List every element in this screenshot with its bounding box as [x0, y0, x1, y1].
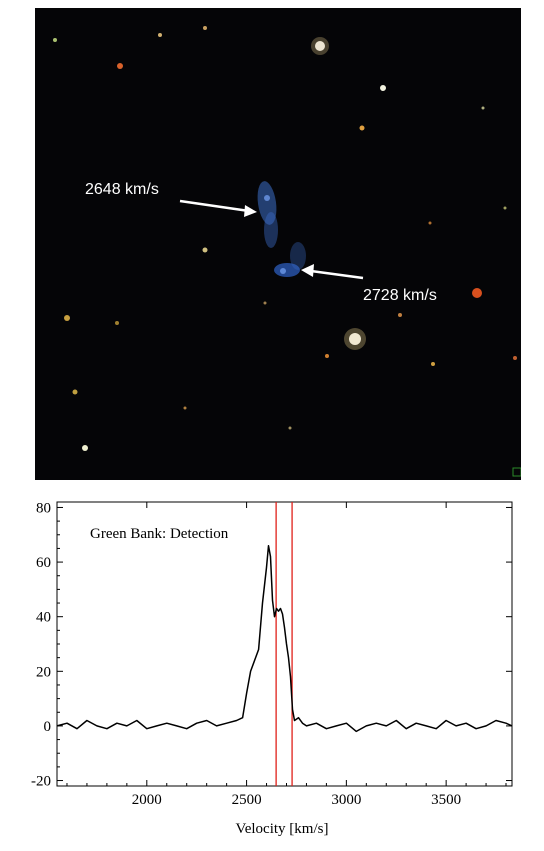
star: [431, 362, 435, 366]
annotation-upper: 2648 km/s: [85, 181, 257, 217]
bright-star: [349, 333, 361, 345]
x-tick-label: 3000: [331, 792, 361, 808]
star: [263, 301, 267, 305]
axis-ticks: 2000 2500 3000 3500 -20 0 20 40 60 80: [31, 500, 512, 808]
arrow-shaft-upper: [179, 199, 250, 213]
sky-background: [35, 8, 521, 480]
plot-frame: [56, 501, 513, 787]
star: [288, 426, 292, 430]
y-tick-label: -20: [31, 774, 51, 790]
arrow-shaft-lower: [310, 269, 364, 280]
star: [359, 125, 365, 131]
star: [503, 206, 507, 210]
star-field: [53, 26, 521, 477]
spectrum-plot-panel: 2000 2500 3000 3500 -20 0 20 40 60 80 Green Bank:…: [0, 490, 544, 846]
blue-galaxy: [257, 181, 306, 277]
galaxy-northern-lobe: [257, 181, 277, 225]
star: [115, 321, 119, 325]
star-glow: [344, 328, 366, 350]
annotation-lower: 2728 km/s: [301, 264, 437, 304]
galaxy-knot: [264, 195, 270, 201]
annotation-label-lower: 2728 km/s: [363, 287, 437, 304]
x-tick-label: 3500: [431, 792, 461, 808]
galaxy-body: [264, 212, 278, 248]
bright-star: [315, 41, 325, 51]
x-tick-label: 2000: [132, 792, 162, 808]
spectrum-series: [56, 544, 513, 733]
plot-border: [56, 501, 513, 787]
velocity-markers: [275, 502, 293, 786]
galaxy-image-panel: 2648 km/s 2728 km/s: [35, 8, 521, 480]
spectrum-line: [56, 544, 513, 733]
star: [398, 313, 402, 317]
star: [82, 445, 88, 451]
y-tick-label: 40: [36, 610, 51, 626]
y-tick-label: 0: [44, 719, 52, 735]
galaxy-image: 2648 km/s 2728 km/s: [35, 8, 521, 480]
star: [64, 315, 70, 321]
star: [72, 389, 78, 395]
arrow-head-upper: [244, 205, 257, 217]
star: [472, 288, 482, 298]
star: [513, 356, 517, 360]
galaxy-knot: [280, 268, 286, 274]
y-tick-label: 80: [36, 500, 51, 516]
star: [202, 247, 208, 253]
spectrum-chart: 2000 2500 3000 3500 -20 0 20 40 60 80 Green Bank:…: [31, 500, 513, 837]
arrow-head-lower: [301, 264, 314, 277]
star: [380, 85, 386, 91]
annotation-label-upper: 2648 km/s: [85, 181, 159, 198]
y-tick-label: 60: [36, 555, 51, 571]
star: [325, 354, 329, 358]
star: [158, 33, 162, 37]
star: [428, 221, 432, 225]
x-axis-label: Velocity [km/s]: [236, 821, 329, 837]
star: [183, 406, 187, 410]
star-glow: [311, 37, 329, 55]
y-tick-label: 20: [36, 664, 51, 680]
star: [203, 26, 207, 30]
galaxy-southern-knot: [274, 263, 300, 277]
star: [117, 63, 123, 69]
chart-title: Green Bank: Detection: [90, 526, 229, 542]
galaxy-tail: [290, 242, 306, 270]
corner-marker: [512, 467, 521, 477]
star: [53, 38, 57, 42]
star: [481, 106, 485, 110]
x-tick-label: 2500: [232, 792, 262, 808]
